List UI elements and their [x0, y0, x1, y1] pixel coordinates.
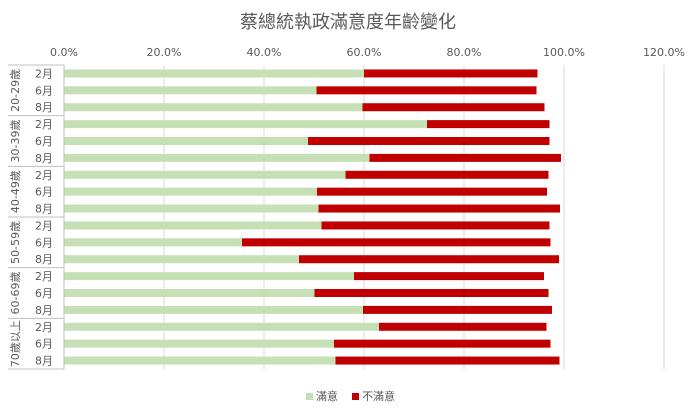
bar-dissatisfied: [314, 289, 549, 297]
bar-dissatisfied: [321, 221, 550, 230]
bar-satisfied: [64, 356, 336, 365]
bar-satisfied: [64, 238, 242, 247]
bar-satisfied: [64, 204, 319, 213]
category-label: 6月: [35, 186, 53, 199]
bar-dissatisfied: [316, 86, 537, 95]
group-label: 60-69歲: [8, 272, 22, 315]
category-label: 8月: [35, 152, 53, 165]
bar-satisfied: [64, 137, 308, 145]
bar-satisfied: [64, 69, 364, 78]
bar-dissatisfied: [318, 204, 560, 213]
bar-dissatisfied: [334, 339, 551, 348]
bar-dissatisfied: [369, 153, 561, 162]
bar-satisfied: [64, 339, 334, 348]
x-tick-label: 120.0%: [643, 46, 685, 59]
category-label: 6月: [35, 338, 53, 351]
category-label: 2月: [35, 67, 53, 80]
category-label: 6月: [35, 84, 53, 97]
category-label: 8月: [35, 304, 53, 317]
legend-label: 滿意: [316, 389, 338, 403]
group-label: 70歲以上: [8, 320, 22, 367]
bar-dissatisfied: [363, 305, 552, 314]
legend-swatch: [306, 393, 313, 400]
legend: 滿意 不滿意: [306, 389, 395, 403]
bar-dissatisfied: [299, 255, 559, 264]
bar-satisfied: [64, 86, 317, 95]
bar-satisfied: [64, 170, 346, 179]
category-label: 8月: [35, 101, 53, 114]
category-label: 2月: [35, 219, 53, 232]
category-label: 8月: [35, 253, 53, 266]
bar-dissatisfied: [345, 170, 549, 179]
x-tick-label: 40.0%: [247, 46, 282, 59]
group-label: 30-39歲: [8, 120, 22, 163]
chart-title: 蔡總統執政滿意度年齡變化: [240, 12, 456, 33]
bar-satisfied: [64, 221, 322, 230]
bar-satisfied: [64, 120, 427, 129]
bar-satisfied: [64, 153, 370, 162]
bar-dissatisfied: [335, 356, 560, 365]
bar-dissatisfied: [364, 69, 538, 78]
bar-dissatisfied: [317, 187, 547, 196]
bar-dissatisfied: [427, 120, 550, 129]
bar-satisfied: [64, 305, 363, 314]
bar-satisfied: [64, 103, 363, 112]
group-label: 40-49歲: [8, 170, 22, 213]
bar-satisfied: [64, 289, 315, 297]
legend-swatch: [352, 393, 359, 400]
x-tick-label: 60.0%: [347, 46, 382, 59]
category-label: 6月: [35, 135, 53, 148]
bar-dissatisfied: [379, 322, 547, 331]
bars: [64, 69, 561, 365]
category-label: 6月: [35, 236, 53, 249]
bar-dissatisfied: [362, 103, 545, 112]
category-label: 8月: [35, 203, 53, 216]
bar-satisfied: [64, 255, 299, 264]
x-tick-label: 100.0%: [543, 46, 585, 59]
bar-dissatisfied: [354, 272, 544, 281]
category-label: 2月: [35, 270, 53, 283]
category-label: 8月: [35, 355, 53, 368]
y-axis-categories: 2月 6月 8月 20-29歲 2月 6月 8月 30-39歲 2月 6月 8月 40-49歲 2月 6月…: [8, 64, 65, 370]
bar-satisfied: [64, 187, 317, 196]
bar-dissatisfied: [242, 238, 551, 247]
bar-satisfied: [64, 322, 379, 331]
x-tick-label: 0.0%: [50, 46, 78, 59]
group-label: 50-59歲: [8, 221, 22, 264]
bar-dissatisfied: [308, 137, 550, 145]
category-label: 2月: [35, 321, 53, 334]
x-axis-ticks: 0.0% 20.0% 40.0% 60.0% 80.0% 100.0% 120.0%: [50, 46, 685, 59]
x-tick-label: 80.0%: [447, 46, 482, 59]
group-label: 20-29歲: [8, 69, 22, 112]
bar-satisfied: [64, 272, 354, 281]
x-tick-label: 20.0%: [147, 46, 182, 59]
category-label: 6月: [35, 287, 53, 300]
category-label: 2月: [35, 118, 53, 131]
category-label: 2月: [35, 169, 53, 182]
legend-label: 不滿意: [362, 389, 395, 403]
